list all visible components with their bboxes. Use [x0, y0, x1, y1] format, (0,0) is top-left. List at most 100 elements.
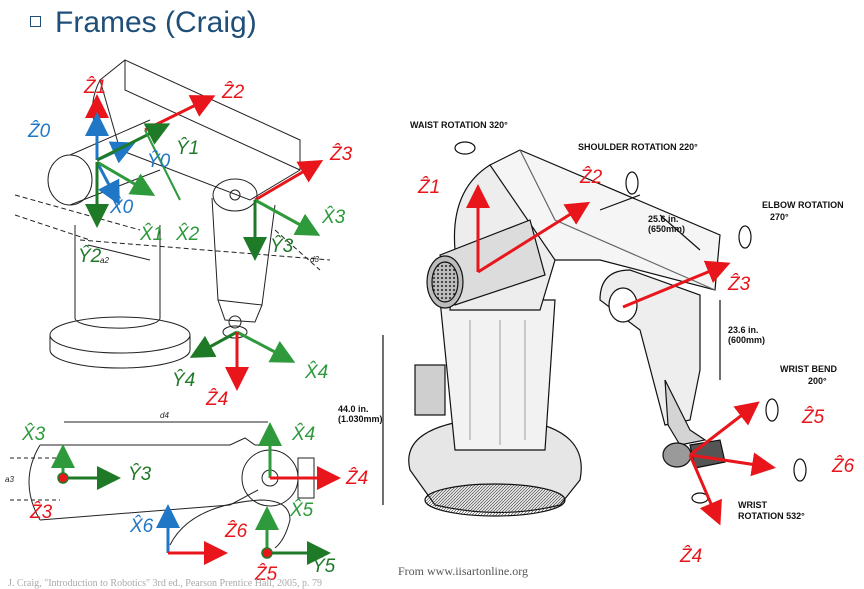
- top-left-frames: [85, 94, 324, 391]
- wrist-flange: [222, 325, 248, 339]
- wrist-housing: [664, 379, 707, 446]
- slide-title: Frames (Craig): [30, 6, 257, 40]
- r-z2-label: Ẑ2: [579, 166, 603, 188]
- shoulder-rotation-icon: [625, 171, 639, 195]
- r-z4-axis-arrow: [688, 454, 722, 526]
- x2-axis-line: [144, 129, 181, 201]
- bullet-icon: [30, 15, 41, 27]
- r-z6-axis-arrow: [689, 452, 776, 477]
- waist-rotation-label: WAIST ROTATION 320°: [410, 120, 508, 130]
- a3-dashed: [10, 457, 60, 501]
- wrist-bend-label: WRIST BEND: [780, 364, 837, 374]
- r-z1-label: Ẑ1: [417, 176, 440, 198]
- b-z5-dot: [261, 547, 273, 559]
- elbow-pin: [229, 189, 241, 201]
- dim-forearm-inches: 23.6 in.: [728, 325, 759, 335]
- b-x4-label: X̂4: [291, 423, 315, 445]
- a2-label: a2: [100, 256, 109, 265]
- pedestal-shading: [469, 320, 526, 445]
- height-inches: 44.0 in.: [338, 404, 369, 414]
- image-credit: From www.iisartonline.org: [398, 564, 528, 578]
- d4-label: d4: [160, 411, 169, 420]
- z2-axis-arrow: [144, 95, 216, 132]
- y4-label: Ŷ4: [172, 369, 195, 391]
- y2-label: Ŷ2: [78, 245, 102, 267]
- upper-dim-lines: [599, 194, 701, 251]
- b-x6-label: X̂6: [129, 515, 154, 537]
- upper-arm: [99, 59, 301, 201]
- robot-text-labels: WAIST ROTATION 320° SHOULDER ROTATION 22…: [338, 120, 844, 521]
- z0-label: Ẑ0: [27, 120, 51, 142]
- base-ellipse: [49, 316, 191, 354]
- wrist-roll-icon: [793, 458, 807, 482]
- x0-label: X̂0: [109, 196, 134, 218]
- x1-label: X̂1: [139, 223, 163, 245]
- cylinder-mesh: [431, 261, 459, 303]
- wrist-rotation-label: WRIST: [738, 500, 767, 510]
- right-frames: [466, 184, 776, 526]
- upper-arm-edge: [124, 60, 301, 171]
- wrist-rotation-degrees: ROTATION 532°: [738, 511, 805, 521]
- r-z5-label: Ẑ5: [801, 406, 825, 428]
- b-z3-label: Ẑ3: [29, 501, 53, 523]
- right-frame-labels: Ẑ1 Ẑ2 Ẑ3 Ẑ5 Ẑ6 Ẑ4: [417, 166, 855, 567]
- pedestal-bottom: [74, 317, 161, 329]
- elbow-rotation-label: ELBOW ROTATION: [762, 200, 844, 210]
- x4-axis-arrow: [236, 330, 296, 363]
- r-z3-axis-arrow: [622, 260, 731, 309]
- b-z5-label: Ẑ5: [254, 563, 278, 585]
- b-z6-label: Ẑ6: [224, 520, 248, 542]
- z3-label: Ẑ3: [329, 143, 353, 165]
- x0-axis-arrow: [95, 161, 120, 206]
- robot-side-box: [414, 364, 446, 416]
- a3-label: a3: [5, 475, 14, 484]
- forearm-hole: [608, 287, 638, 323]
- b-x3-label: X̂3: [21, 423, 46, 445]
- r-z4-label: Ẑ4: [679, 545, 702, 567]
- elbow-rotation-degrees: 270°: [770, 212, 789, 222]
- z1-label: Ẑ1: [83, 76, 106, 98]
- x3-axis-arrow: [254, 198, 321, 236]
- forearm-tip: [217, 299, 263, 323]
- x3-label: X̂3: [321, 206, 346, 228]
- wrist-curve: [169, 499, 291, 549]
- bottom-left-frames: [51, 422, 341, 565]
- r-z2-axis-arrow: [477, 201, 591, 274]
- elbow-joint: [212, 178, 258, 212]
- b-y5-label: Ŷ5: [312, 555, 336, 577]
- y3-label: Ŷ3: [270, 235, 294, 257]
- base-rim: [49, 335, 191, 369]
- x2-label: X̂2: [175, 223, 200, 245]
- r-z3-label: Ẑ3: [727, 273, 751, 295]
- robot-base-ring: [424, 483, 566, 517]
- pedestal-sides: [74, 225, 161, 318]
- y1-axis-arrow: [96, 123, 171, 162]
- z3-axis-arrow: [254, 159, 324, 202]
- robot-illustration: [382, 141, 807, 517]
- z4-label: Ẑ4: [205, 388, 228, 410]
- r-z5-axis-arrow: [689, 401, 760, 457]
- z2-label: Ẑ2: [221, 81, 245, 103]
- y0-label: Ŷ0: [147, 150, 171, 172]
- y1-label: Ŷ1: [176, 137, 199, 159]
- dim-upper-mm: (650mm): [648, 224, 685, 234]
- waist-rotation-icon: [454, 141, 476, 155]
- shoulder-cylinder-end: [47, 154, 93, 206]
- wrist-joint: [228, 315, 242, 329]
- dim-forearm-mm: (600mm): [728, 335, 765, 345]
- robot-pedestal: [439, 299, 556, 451]
- bottom-left-frame-labels: X̂3 Ŷ3 Ẑ3 X̂4 Ẑ4 X̂5 Ẑ6 X̂6 Ẑ5 Ŷ5: [21, 423, 368, 585]
- height-mm: (1.030mm): [338, 414, 383, 424]
- wrist-bend-icon: [765, 398, 779, 422]
- dim-upper-inches: 25.6 in.: [648, 214, 679, 224]
- y4-axis-arrow: [189, 330, 238, 358]
- x1-axis-arrow: [96, 160, 156, 197]
- d3-label: d3: [310, 255, 319, 264]
- forearm: [211, 197, 276, 306]
- title-text: Frames (Craig): [55, 6, 257, 39]
- elbow-rotation-icon: [738, 225, 752, 249]
- wrist-flange: [662, 442, 692, 468]
- b-x5-label: X̂5: [289, 499, 314, 521]
